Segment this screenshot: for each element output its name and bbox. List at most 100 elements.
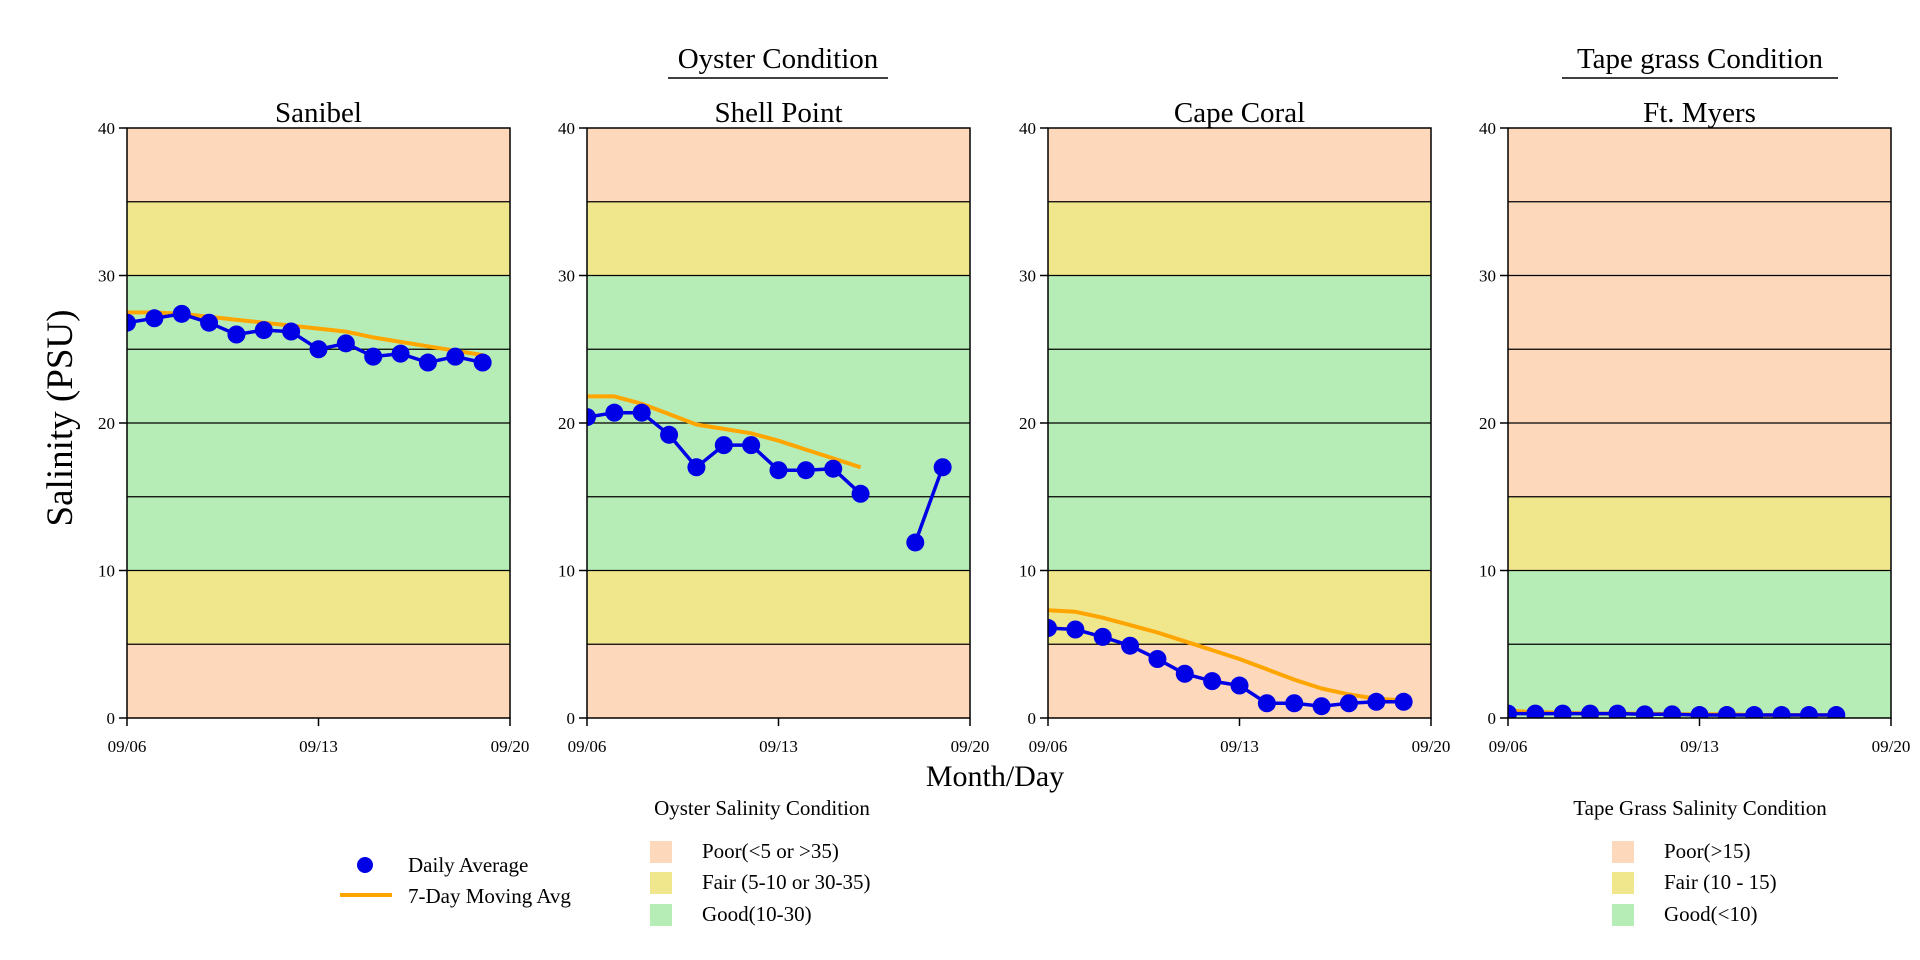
panel-title: Shell Point bbox=[714, 97, 842, 129]
moving-avg-line bbox=[1048, 608, 1404, 703]
y-tick-label: 0 bbox=[1488, 709, 1497, 728]
tape-good-swatch bbox=[1612, 904, 1634, 926]
daily-avg-point bbox=[1635, 705, 1654, 718]
x-tick-label: 09/20 bbox=[1872, 737, 1911, 756]
y-tick-label: 30 bbox=[1019, 267, 1036, 286]
daily-avg-point bbox=[1508, 704, 1517, 718]
daily-avg-point bbox=[282, 322, 301, 341]
y-tick-label: 10 bbox=[98, 562, 115, 581]
daily-avg-point bbox=[1690, 706, 1709, 718]
daily-avg-point bbox=[769, 461, 788, 480]
daily-avg-point bbox=[1394, 692, 1413, 711]
oyster-good-label: Good(10-30) bbox=[702, 902, 812, 926]
daily-avg-point bbox=[1312, 697, 1331, 716]
daily-avg-point bbox=[687, 458, 706, 477]
y-tick-label: 10 bbox=[1479, 562, 1496, 581]
daily-avg-line bbox=[913, 466, 945, 544]
y-tick-label: 0 bbox=[1028, 709, 1037, 728]
daily-avg-point bbox=[1093, 627, 1112, 646]
band-fair bbox=[127, 201, 510, 276]
legend-daily-marker bbox=[357, 857, 373, 873]
panel-title: Sanibel bbox=[275, 97, 362, 129]
x-tick-label: 09/20 bbox=[1412, 737, 1451, 756]
series-group bbox=[127, 304, 492, 372]
daily-avg-point bbox=[933, 458, 952, 477]
chart-panel-3: 0 10 20 30 40 09/06 09/13 09/20 Ft. Myers bbox=[1479, 97, 1910, 756]
band-poor bbox=[1508, 128, 1891, 497]
x-axis-label: Month/Day bbox=[926, 760, 1064, 793]
tape-grass-condition-title: Tape grass Condition bbox=[1577, 43, 1824, 75]
daily-avg-point bbox=[851, 484, 870, 503]
daily-avg-point bbox=[364, 347, 383, 366]
legend-moving-label: 7-Day Moving Avg bbox=[408, 884, 571, 908]
daily-avg-point bbox=[587, 408, 596, 427]
series-group bbox=[587, 394, 952, 552]
daily-avg-point bbox=[309, 340, 328, 359]
daily-avg-point bbox=[1148, 650, 1167, 668]
chart-panel-2: 0 10 20 30 40 09/06 09/13 09/20 Cape Coral bbox=[1019, 97, 1450, 756]
x-tick-label: 09/13 bbox=[1680, 737, 1719, 756]
daily-avg-point bbox=[1772, 706, 1791, 718]
y-tick-label: 40 bbox=[98, 119, 115, 138]
y-tick-label: 40 bbox=[1019, 119, 1036, 138]
daily-avg-point bbox=[1257, 694, 1276, 713]
daily-avg-point bbox=[1526, 704, 1545, 718]
daily-avg-point bbox=[1717, 706, 1736, 718]
daily-avg-point bbox=[391, 344, 410, 363]
daily-avg-point bbox=[1799, 706, 1818, 718]
x-tick-label: 09/06 bbox=[1489, 737, 1528, 756]
chart-panel-0: 0 10 20 30 40 09/06 09/13 09/20 Sanibel bbox=[98, 97, 529, 756]
daily-avg-point bbox=[1663, 705, 1682, 718]
oyster-good-swatch bbox=[650, 904, 672, 926]
daily-avg-point bbox=[796, 461, 815, 480]
y-tick-label: 0 bbox=[107, 709, 116, 728]
band-fair bbox=[1048, 570, 1431, 645]
band-fair bbox=[1048, 201, 1431, 276]
tape-poor-label: Poor(>15) bbox=[1664, 839, 1751, 863]
daily-avg-point bbox=[742, 436, 761, 455]
daily-avg-point bbox=[632, 403, 651, 422]
y-tick-label: 20 bbox=[558, 414, 575, 433]
oyster-fair-swatch bbox=[650, 872, 672, 894]
oyster-fair-label: Fair (5-10 or 30-35) bbox=[702, 870, 871, 894]
x-tick-label: 09/13 bbox=[1220, 737, 1259, 756]
x-tick-label: 09/20 bbox=[951, 737, 990, 756]
tape-fair-swatch bbox=[1612, 872, 1634, 894]
y-axis-label: Salinity (PSU) bbox=[40, 310, 81, 527]
band-fair bbox=[587, 201, 970, 276]
daily-avg-point bbox=[1175, 664, 1194, 683]
daily-avg-point bbox=[605, 403, 624, 422]
x-tick-label: 09/13 bbox=[299, 737, 338, 756]
band-poor bbox=[127, 128, 510, 202]
daily-avg-point bbox=[660, 425, 679, 444]
x-tick-label: 09/06 bbox=[1029, 737, 1068, 756]
band-poor bbox=[127, 644, 510, 718]
panel-title: Ft. Myers bbox=[1643, 97, 1756, 129]
daily-avg-point bbox=[1230, 676, 1249, 695]
daily-avg-point bbox=[1285, 694, 1304, 713]
band-poor bbox=[587, 644, 970, 718]
daily-avg-point bbox=[1827, 706, 1846, 718]
daily-avg-point bbox=[1745, 706, 1764, 718]
y-tick-label: 10 bbox=[558, 562, 575, 581]
series-group bbox=[1048, 608, 1413, 716]
y-tick-label: 30 bbox=[1479, 267, 1496, 286]
chart-panel-1: 0 10 20 30 40 09/06 09/13 09/20 Shell Point bbox=[558, 97, 989, 756]
oyster-legend-title: Oyster Salinity Condition bbox=[654, 796, 870, 820]
chart-panels: 0 10 20 30 40 09/06 09/13 09/20 Sanibel 0 10 20 30 40… bbox=[98, 97, 1910, 756]
y-tick-label: 30 bbox=[98, 267, 115, 286]
band-fair bbox=[1508, 496, 1891, 571]
daily-avg-point bbox=[418, 353, 437, 372]
daily-avg-point bbox=[254, 321, 273, 340]
y-tick-label: 40 bbox=[558, 119, 575, 138]
daily-avg-point bbox=[1066, 620, 1085, 639]
x-tick-label: 09/06 bbox=[568, 737, 607, 756]
y-tick-label: 10 bbox=[1019, 562, 1036, 581]
y-tick-label: 20 bbox=[1019, 414, 1036, 433]
daily-avg-point bbox=[200, 313, 219, 332]
series-group bbox=[1508, 704, 1846, 718]
band-poor bbox=[587, 128, 970, 202]
daily-avg-point bbox=[172, 304, 191, 323]
daily-avg-point bbox=[1339, 694, 1358, 713]
panel-title: Cape Coral bbox=[1174, 97, 1305, 129]
